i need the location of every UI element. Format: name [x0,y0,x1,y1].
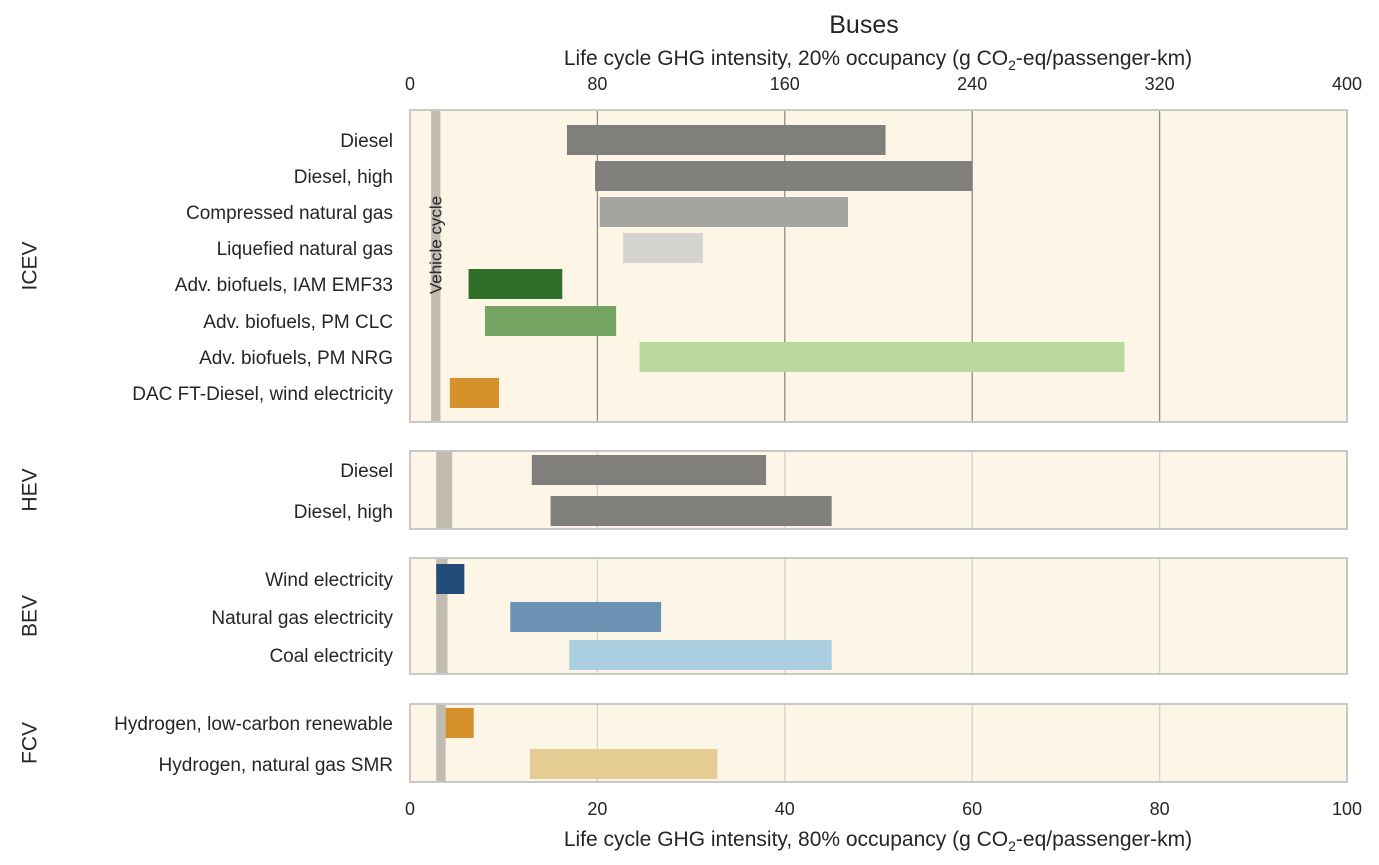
top-axis-ticks: 0 80 160 240 320 400 [405,74,1362,94]
category-label: Diesel, high [294,167,393,188]
panel-border [409,450,1348,530]
bottom-tick-label: 20 [587,799,607,819]
panel-icev: Vehicle cycle Diesel Diesel, high Compresse… [19,109,1348,423]
category-label: Hydrogen, natural gas SMR [159,755,393,776]
category-label: DAC FT-Diesel, wind electricity [132,384,393,405]
bottom-tick-label: 0 [405,799,415,819]
group-label-bev: BEV [19,595,42,637]
category-label: Diesel [340,461,393,482]
panel-bev: Wind electricity Natural gas electricity C… [19,557,1348,675]
vehicle-cycle-label: Vehicle cycle [426,196,445,294]
category-label: Compressed natural gas [186,203,393,224]
bar-diesel-high [595,161,973,191]
chart-title: Buses [829,11,898,39]
bottom-axis-label: Life cycle GHG intensity, 80% occupancy … [564,828,1192,854]
top-tick-label: 320 [1145,74,1175,94]
panel-border [409,109,1348,423]
bar-hydrogen-low-carbon-renewable [445,708,474,738]
top-tick-label: 80 [587,74,607,94]
bar-adv-biofuels-pm-nrg [639,342,1125,372]
bottom-tick-label: 80 [1150,799,1170,819]
category-label: Adv. biofuels, PM CLC [203,312,393,333]
category-label: Natural gas electricity [211,608,393,629]
bottom-tick-label: 60 [962,799,982,819]
category-label: Hydrogen, low-carbon renewable [114,714,393,735]
panel-fcv: Hydrogen, low-carbon renewable Hydrogen, … [19,703,1348,783]
category-label: Coal electricity [269,646,393,667]
bottom-tick-label: 40 [775,799,795,819]
top-tick-label: 160 [770,74,800,94]
category-label: Adv. biofuels, PM NRG [199,348,393,369]
group-label-hev: HEV [19,468,42,511]
top-tick-label: 240 [957,74,987,94]
panel-border [409,557,1348,675]
bar-coal-electricity [569,640,832,670]
vehicle-cycle-band [431,110,441,422]
panel-background [410,110,1347,422]
bar-dac-ft-diesel-wind-electricity [449,378,500,408]
category-label: Adv. biofuels, IAM EMF33 [175,275,393,296]
bar-adv-biofuels-pm-clc [484,306,617,336]
bar-diesel [531,455,767,485]
vehicle-cycle-band [436,558,448,674]
bottom-tick-label: 100 [1332,799,1362,819]
top-tick-label: 400 [1332,74,1362,94]
bar-adv-biofuels-iam-emf33 [468,269,563,299]
vehicle-cycle-band [436,704,446,782]
category-label: Diesel, high [294,502,393,523]
bar-wind-electricity [436,564,465,594]
category-label: Liquefied natural gas [217,239,393,260]
category-label: Diesel [340,131,393,152]
bar-liquefied-natural-gas [623,233,703,263]
panel-hev: Diesel Diesel, high HEV [19,450,1348,530]
group-label-fcv: FCV [19,722,42,764]
vehicle-cycle-band [436,451,453,529]
panels: Vehicle cycle Diesel Diesel, high Compresse… [19,109,1348,783]
top-tick-label: 0 [405,74,415,94]
bar-diesel-high [550,496,832,526]
top-axis-label: Life cycle GHG intensity, 20% occupancy … [564,47,1192,73]
bar-diesel [566,125,886,155]
bottom-axis-ticks: 0 20 40 60 80 100 [405,799,1362,819]
bar-hydrogen-natural-gas-smr [529,749,718,779]
group-label-icev: ICEV [19,241,42,290]
category-label: Wind electricity [265,570,393,591]
bar-compressed-natural-gas [599,197,849,227]
bar-natural-gas-electricity [510,602,662,632]
panel-border [409,703,1348,783]
